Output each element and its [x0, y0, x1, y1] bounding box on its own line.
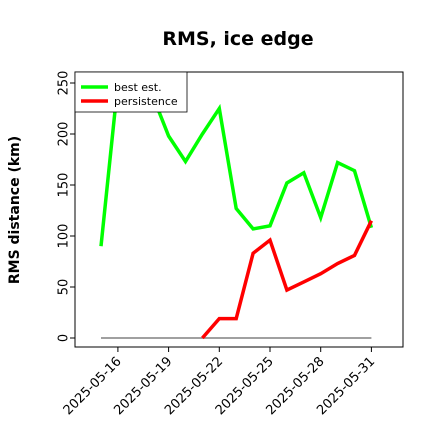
y-tick-label: 100	[57, 224, 72, 249]
chart-title: RMS, ice edge	[162, 28, 313, 50]
y-tick-label: 150	[57, 173, 72, 198]
x-axis-ticks: 2025-05-162025-05-192025-05-222025-05-25…	[61, 347, 378, 418]
series-line-persistence	[201, 219, 373, 340]
legend-label: best est.	[114, 81, 162, 94]
y-axis-ticks: 0 50 100 150 200 250	[57, 71, 75, 342]
y-tick-label: 250	[57, 71, 72, 96]
plot-frame	[74, 71, 404, 348]
legend-label: persistence	[114, 95, 178, 108]
y-tick-label: 200	[57, 122, 72, 147]
y-tick-label: 50	[57, 279, 72, 296]
legend: best est.persistence	[74, 71, 188, 113]
y-axis-label: RMS distance (km)	[7, 136, 23, 284]
legend-box	[74, 71, 188, 113]
y-tick-label: 0	[57, 334, 72, 342]
